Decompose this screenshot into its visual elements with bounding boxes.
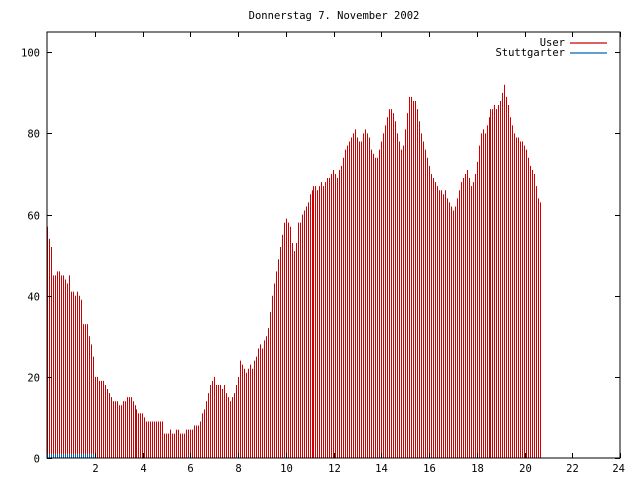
- legend: User Stuttgarter: [495, 37, 607, 59]
- x-tick-label: 16: [423, 463, 436, 475]
- x-tick-label: 4: [140, 463, 146, 475]
- legend-label-stuttgarter: Stuttgarter: [495, 47, 565, 59]
- chart-title: Donnerstag 7. November 2002: [249, 10, 420, 22]
- y-tick-label: 80: [27, 129, 40, 141]
- plot-frame: [46, 31, 621, 459]
- y-tick-label: 40: [27, 292, 40, 304]
- stuttgarter-bars: [47, 453, 96, 458]
- y-tick-label: 0: [34, 454, 40, 466]
- x-tick-label: 10: [280, 463, 293, 475]
- y-axis: 0 20 40 60 80 100: [21, 48, 620, 466]
- y-tick-label: 20: [27, 373, 40, 385]
- y-tick-label: 100: [21, 48, 40, 60]
- x-tick-label: 20: [519, 463, 532, 475]
- x-tick-label: 14: [375, 463, 388, 475]
- x-tick-label: 12: [328, 463, 341, 475]
- x-tick-label: 2: [92, 463, 98, 475]
- x-tick-label: 6: [187, 463, 193, 475]
- x-tick-label: 18: [471, 463, 484, 475]
- x-tick-label: 24: [612, 463, 625, 475]
- x-tick-label: 22: [566, 463, 579, 475]
- x-axis: 2 4 6 8 10 12 14 16 18 20 22 24: [92, 32, 625, 475]
- x-tick-label: 8: [235, 463, 241, 475]
- user-bars: [47, 84, 541, 458]
- legend-label-user: User: [540, 37, 565, 49]
- y-tick-label: 60: [27, 211, 40, 223]
